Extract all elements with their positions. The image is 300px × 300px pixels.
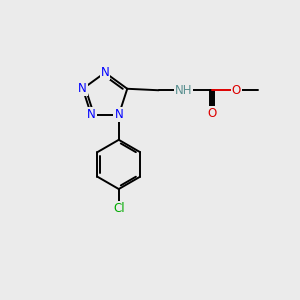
Text: N: N [78, 82, 87, 95]
Text: Cl: Cl [113, 202, 124, 215]
Text: N: N [100, 66, 109, 79]
Text: O: O [232, 84, 241, 97]
Text: O: O [207, 107, 217, 120]
Text: N: N [114, 108, 123, 122]
Text: N: N [87, 108, 96, 122]
Text: NH: NH [175, 84, 192, 97]
